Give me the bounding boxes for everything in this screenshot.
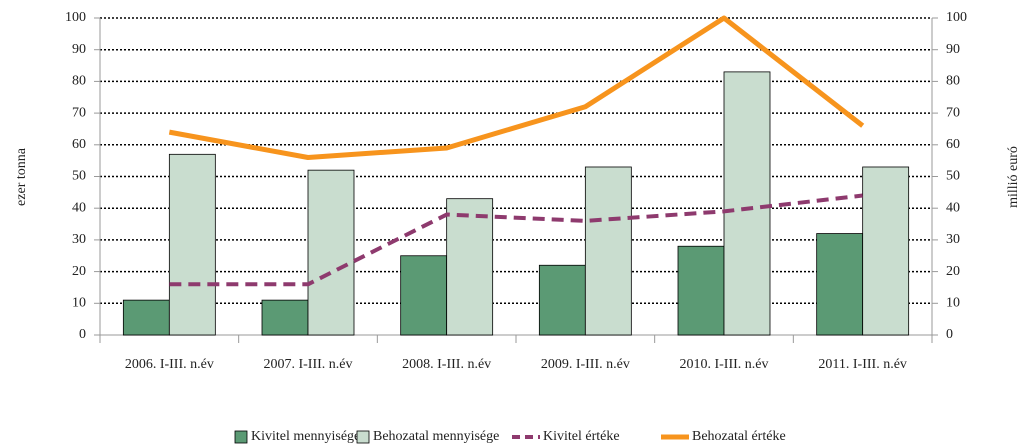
y-tick-label: 40 (72, 200, 86, 215)
bar (677, 245, 725, 336)
y-tick-label: 60 (72, 137, 86, 152)
legend-label: Kivitel értéke (543, 429, 620, 444)
bar (168, 153, 216, 336)
y2-tick-label: 0 (946, 327, 953, 342)
bar (400, 255, 448, 336)
y2-tick-label: 50 (946, 169, 960, 184)
y2-tick-label: 100 (946, 10, 967, 25)
y2-tick-label: 20 (946, 264, 960, 279)
y-tick-label: 70 (72, 105, 86, 120)
y-axis-label: ezer tonna (14, 147, 29, 206)
x-tick-label: 2009. I-III. n.év (541, 357, 630, 372)
y-tick-label: 30 (72, 232, 86, 247)
y-tick-label: 90 (72, 42, 86, 57)
y-tick-label: 100 (65, 10, 86, 25)
bar (862, 166, 910, 336)
legend-label: Behozatal mennyisége (373, 429, 499, 444)
legend-label: Behozatal értéke (692, 429, 786, 444)
bar (446, 198, 494, 336)
y2-axis-label: millió euró (1006, 146, 1021, 208)
y-tick-label: 0 (79, 327, 86, 342)
y2-tick-label: 70 (946, 105, 960, 120)
y2-tick-label: 40 (946, 200, 960, 215)
bar (538, 264, 586, 336)
line (169, 193, 863, 287)
bar (261, 299, 309, 336)
y2-tick-label: 10 (946, 296, 960, 311)
legend-label: Kivitel mennyisége (251, 429, 360, 444)
bar (584, 166, 632, 336)
bar (122, 299, 170, 336)
x-tick-label: 2011. I-III. n.év (818, 357, 907, 372)
y-tick-label: 80 (72, 74, 86, 89)
y2-tick-label: 30 (946, 232, 960, 247)
bar (723, 71, 771, 336)
bar (816, 233, 864, 336)
x-tick-label: 2008. I-III. n.év (402, 357, 491, 372)
y-tick-label: 20 (72, 264, 86, 279)
x-tick-label: 2010. I-III. n.év (679, 357, 768, 372)
x-tick-label: 2006. I-III. n.év (125, 357, 214, 372)
y2-tick-label: 80 (946, 74, 960, 89)
bar (307, 169, 355, 336)
line (168, 15, 865, 160)
y-tick-label: 50 (72, 169, 86, 184)
legend-swatch (356, 430, 370, 444)
y2-tick-label: 60 (946, 137, 960, 152)
y2-tick-label: 90 (946, 42, 960, 57)
x-tick-label: 2007. I-III. n.év (263, 357, 352, 372)
y-tick-label: 10 (72, 296, 86, 311)
legend-swatch (234, 430, 248, 444)
